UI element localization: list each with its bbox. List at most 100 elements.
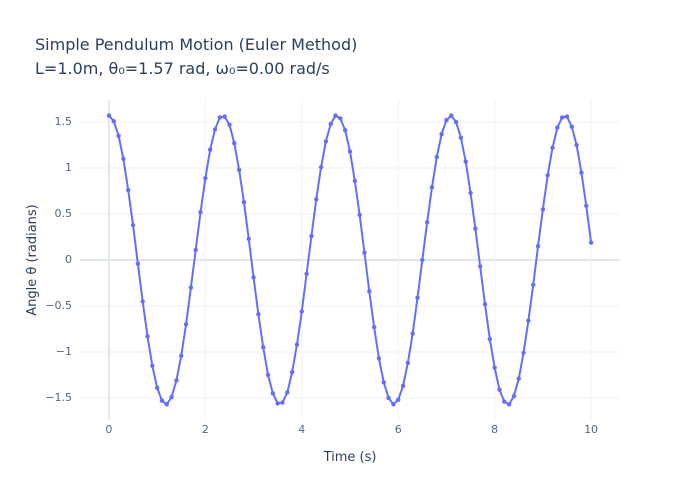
marker xyxy=(584,203,589,208)
marker xyxy=(497,387,502,392)
marker xyxy=(179,353,184,358)
marker xyxy=(352,178,358,184)
marker xyxy=(275,401,280,406)
marker xyxy=(154,385,160,391)
marker xyxy=(222,114,227,119)
y-tick-label: 0 xyxy=(65,253,72,266)
marker xyxy=(106,113,112,118)
marker xyxy=(468,190,473,196)
marker xyxy=(506,402,512,407)
marker xyxy=(183,322,189,327)
marker xyxy=(256,312,261,317)
marker xyxy=(439,131,444,137)
marker xyxy=(449,113,454,118)
marker xyxy=(294,342,300,347)
marker xyxy=(396,397,401,402)
marker xyxy=(289,369,295,375)
marker xyxy=(473,226,478,231)
marker xyxy=(164,402,169,407)
marker xyxy=(251,275,256,280)
marker xyxy=(270,391,276,396)
y-tick-label: −1.5 xyxy=(45,391,72,404)
marker xyxy=(232,141,237,146)
marker xyxy=(285,390,290,395)
marker xyxy=(140,299,145,304)
marker xyxy=(376,356,382,361)
marker xyxy=(521,350,526,356)
marker xyxy=(415,295,420,300)
y-tick-label: 1 xyxy=(65,161,72,174)
marker xyxy=(574,142,579,148)
marker xyxy=(526,318,531,323)
marker xyxy=(492,365,497,370)
marker xyxy=(362,250,367,255)
marker xyxy=(135,261,141,266)
marker xyxy=(545,173,550,178)
x-tick-label: 10 xyxy=(584,423,598,436)
marker xyxy=(314,197,319,202)
marker xyxy=(463,159,468,164)
marker xyxy=(371,324,377,330)
x-tick-label: 0 xyxy=(105,423,112,436)
marker xyxy=(169,394,174,400)
marker xyxy=(367,289,372,294)
y-axis-label: Angle θ (radians) xyxy=(25,204,40,316)
marker xyxy=(502,399,507,404)
x-tick-label: 8 xyxy=(491,423,498,436)
marker xyxy=(280,400,285,405)
marker xyxy=(338,116,343,121)
marker xyxy=(328,121,333,127)
marker xyxy=(150,363,155,368)
marker xyxy=(188,285,194,290)
chart-subtitle: L=1.0m, θ₀=1.57 rad, ω₀=0.00 rad/s xyxy=(35,59,330,78)
marker xyxy=(487,336,493,342)
marker xyxy=(434,154,439,160)
marker xyxy=(207,147,213,152)
marker xyxy=(391,402,396,407)
marker xyxy=(116,133,121,139)
marker xyxy=(511,393,517,399)
y-tick-label: −0.5 xyxy=(45,299,72,312)
marker xyxy=(550,145,555,151)
chart-title: Simple Pendulum Motion (Euler Method) xyxy=(35,35,357,54)
marker xyxy=(159,398,165,403)
marker xyxy=(265,372,271,378)
y-tick-label: −1 xyxy=(56,345,72,358)
marker xyxy=(347,149,353,154)
marker xyxy=(516,376,521,381)
marker xyxy=(241,199,247,205)
marker xyxy=(193,247,198,253)
marker xyxy=(555,125,560,130)
marker xyxy=(405,360,411,366)
marker xyxy=(588,240,594,245)
x-tick-label: 4 xyxy=(298,423,305,436)
marker xyxy=(299,309,304,314)
marker xyxy=(304,271,309,276)
marker xyxy=(540,207,546,212)
marker xyxy=(420,257,425,263)
marker xyxy=(212,127,218,132)
marker xyxy=(458,135,464,140)
y-tick-label: 0.5 xyxy=(55,207,73,220)
marker xyxy=(424,220,430,225)
marker xyxy=(121,156,126,162)
marker xyxy=(323,139,329,144)
marker xyxy=(236,167,242,173)
marker xyxy=(482,301,488,307)
marker xyxy=(564,114,570,119)
marker xyxy=(342,128,348,133)
marker xyxy=(111,118,116,124)
marker xyxy=(400,383,406,389)
marker xyxy=(217,115,223,120)
marker xyxy=(333,113,338,118)
marker xyxy=(559,115,565,120)
marker xyxy=(535,244,541,249)
marker xyxy=(198,209,203,215)
x-axis-label: Time (s) xyxy=(323,450,377,465)
marker xyxy=(444,118,449,123)
marker xyxy=(203,175,208,181)
marker xyxy=(429,185,435,190)
marker xyxy=(174,378,179,383)
